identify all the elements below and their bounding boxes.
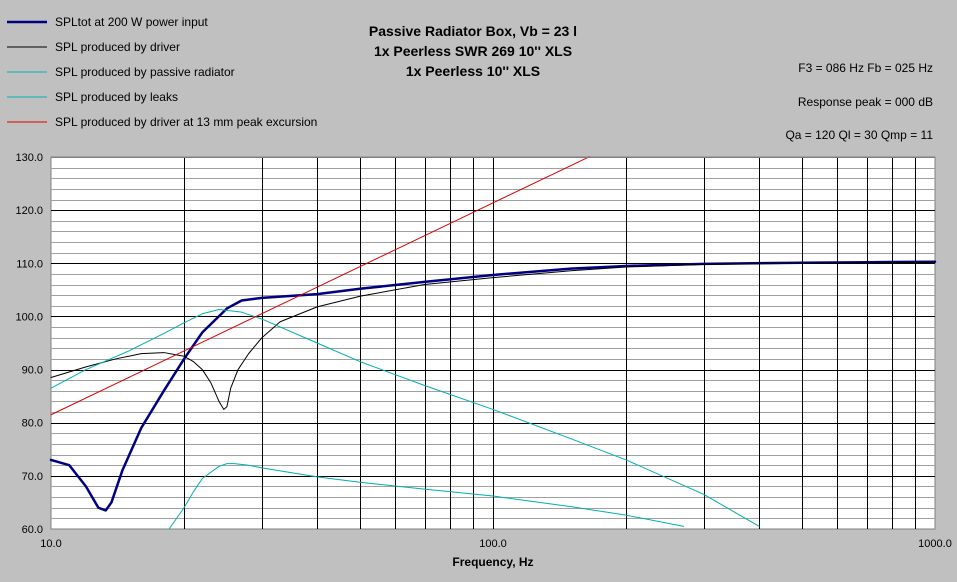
y-tick-label: 120.0 bbox=[15, 205, 43, 217]
series-4 bbox=[50, 309, 760, 527]
series-2 bbox=[50, 261, 936, 410]
x-tick-label: 100.0 bbox=[479, 538, 507, 550]
info-line: Response peak = 000 dB bbox=[798, 95, 933, 109]
axes: 60.0 70.0 80.0 90.0 100.0 110.0 120.0 130.0 10.0… bbox=[15, 152, 951, 569]
legend-label: SPL produced by leaks bbox=[55, 90, 178, 104]
legend-label: SPL produced by passive radiator bbox=[55, 65, 235, 79]
series-line bbox=[49, 260, 937, 512]
y-tick-label: 100.0 bbox=[15, 311, 43, 323]
plot-clip-top bbox=[51, 0, 936, 157]
legend-item: SPL produced by driver at 13 mm peak exc… bbox=[7, 115, 317, 129]
series-3 bbox=[168, 463, 685, 530]
x-axis-label: Frequency, Hz bbox=[452, 555, 533, 569]
legend-item: SPL produced by passive radiator bbox=[7, 65, 235, 79]
legend-item: SPL produced by leaks bbox=[7, 90, 178, 104]
design-info: F3 = 086 Hz Fb = 025 Hz Response peak = 0… bbox=[785, 61, 933, 142]
legend-label: SPLtot at 200 W power input bbox=[55, 15, 208, 29]
series-line bbox=[168, 463, 685, 530]
series-lines bbox=[49, 0, 937, 530]
legend: SPLtot at 200 W power input SPL produced … bbox=[7, 15, 317, 129]
legend-label: SPL produced by driver at 13 mm peak exc… bbox=[55, 115, 317, 129]
y-tick-label: 80.0 bbox=[22, 418, 43, 430]
y-tick-label: 130.0 bbox=[15, 152, 43, 164]
y-tick-label: 70.0 bbox=[22, 471, 43, 483]
x-tick-label: 10.0 bbox=[40, 538, 61, 550]
series-1 bbox=[49, 260, 937, 512]
title-line: 1x Peerless SWR 269 10'' XLS bbox=[374, 43, 572, 59]
x-tick-label: 1000.0 bbox=[918, 538, 952, 550]
info-line: F3 = 086 Hz Fb = 025 Hz bbox=[798, 61, 933, 75]
title-line: 1x Peerless 10'' XLS bbox=[406, 63, 540, 79]
chart-title: Passive Radiator Box, Vb = 23 l 1x Peerle… bbox=[369, 23, 577, 79]
series-line bbox=[50, 261, 936, 410]
y-tick-label: 60.0 bbox=[22, 524, 43, 536]
legend-item: SPL produced by driver bbox=[7, 40, 180, 54]
y-tick-label: 90.0 bbox=[22, 365, 43, 377]
y-tick-label: 110.0 bbox=[16, 258, 43, 270]
legend-label: SPL produced by driver bbox=[55, 40, 180, 54]
legend-item: SPLtot at 200 W power input bbox=[7, 15, 208, 29]
title-line: Passive Radiator Box, Vb = 23 l bbox=[369, 23, 577, 39]
series-line bbox=[50, 309, 760, 527]
info-line: Qa = 120 Ql = 30 Qmp = 11 bbox=[785, 128, 933, 142]
